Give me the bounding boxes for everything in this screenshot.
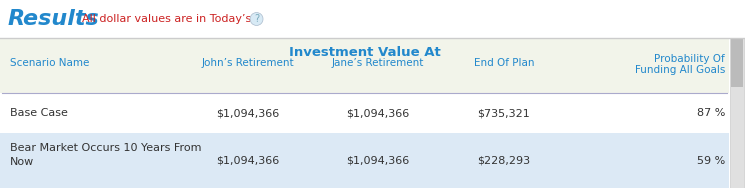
Text: $735,321: $735,321 <box>478 108 530 118</box>
Text: End Of Plan: End Of Plan <box>474 58 534 68</box>
Text: Jane’s Retirement: Jane’s Retirement <box>332 58 424 68</box>
Bar <box>0 38 729 188</box>
Bar <box>0 93 729 133</box>
Bar <box>731 39 743 87</box>
Text: Now: Now <box>10 157 34 167</box>
Bar <box>0 133 729 188</box>
Text: All dollar values are in Today’s $: All dollar values are in Today’s $ <box>82 14 261 24</box>
Bar <box>729 38 745 188</box>
Text: $1,094,366: $1,094,366 <box>346 108 410 118</box>
Text: 59 %: 59 % <box>697 155 725 165</box>
Text: Funding All Goals: Funding All Goals <box>635 65 725 75</box>
Text: $1,094,366: $1,094,366 <box>216 108 279 118</box>
Text: Results: Results <box>8 9 100 29</box>
Text: Bear Market Occurs 10 Years From: Bear Market Occurs 10 Years From <box>10 143 201 153</box>
Text: Probability Of: Probability Of <box>654 54 725 64</box>
Text: $1,094,366: $1,094,366 <box>216 155 279 165</box>
Text: $228,293: $228,293 <box>478 155 530 165</box>
Text: ?: ? <box>254 14 259 24</box>
Text: Investment Value At: Investment Value At <box>288 45 440 58</box>
Text: 87 %: 87 % <box>697 108 725 118</box>
Bar <box>730 38 744 188</box>
Text: Base Case: Base Case <box>10 108 68 118</box>
Text: $1,094,366: $1,094,366 <box>346 155 410 165</box>
Text: Scenario Name: Scenario Name <box>10 58 89 68</box>
Text: John’s Retirement: John’s Retirement <box>202 58 294 68</box>
Bar <box>0 0 745 38</box>
